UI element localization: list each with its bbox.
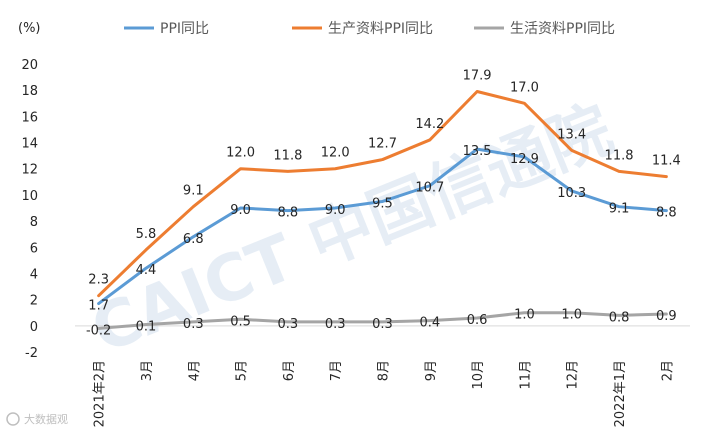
data-label: 8.8 bbox=[656, 206, 677, 221]
y-tick-label: 6 bbox=[30, 241, 38, 256]
x-tick-label: 12月 bbox=[566, 360, 581, 390]
watermark: CAICT 中国信通院 bbox=[82, 93, 623, 369]
data-label: 10.3 bbox=[557, 186, 586, 201]
data-label: 2.3 bbox=[88, 273, 109, 288]
data-label: 0.4 bbox=[419, 316, 440, 331]
data-label: 9.0 bbox=[325, 203, 346, 218]
y-unit-label: (%) bbox=[18, 21, 41, 36]
x-tick-label: 8月 bbox=[377, 360, 392, 381]
footer-text: 大数据观 bbox=[24, 412, 68, 426]
data-label: 0.9 bbox=[656, 309, 677, 324]
y-tick-label: 18 bbox=[21, 84, 38, 99]
y-tick-label: -2 bbox=[25, 346, 38, 361]
data-label: 12.0 bbox=[321, 146, 350, 161]
data-label: 17.0 bbox=[510, 80, 539, 95]
data-label: 0.8 bbox=[609, 310, 630, 325]
data-label: 13.5 bbox=[463, 144, 492, 159]
legend: PPI同比 生产资料PPI同比 生活资料PPI同比 bbox=[124, 21, 615, 37]
series-line-2 bbox=[97, 89, 668, 298]
data-label: 13.4 bbox=[557, 127, 586, 142]
data-label: 8.8 bbox=[278, 206, 299, 221]
data-label: 0.3 bbox=[278, 317, 299, 332]
data-label: 9.0 bbox=[230, 203, 251, 218]
legend-label: 生活资料PPI同比 bbox=[510, 21, 615, 37]
x-tick-label: 9月 bbox=[424, 360, 439, 381]
data-label: 9.5 bbox=[372, 196, 393, 211]
data-label: 11.8 bbox=[273, 148, 302, 163]
data-label: 14.2 bbox=[415, 117, 444, 132]
x-tick-label: 2021年2月 bbox=[93, 360, 108, 427]
data-label: 0.6 bbox=[467, 313, 488, 328]
y-tick-label: 4 bbox=[30, 267, 38, 282]
series-layer: 1.7 4.4 6.8 9.0 8.8 9.0 9.5 10.7 13.5 12.9 10.3 9.1… bbox=[86, 68, 681, 338]
data-label: 0.5 bbox=[230, 314, 251, 329]
data-label: 0.3 bbox=[372, 317, 393, 332]
data-label: 9.1 bbox=[183, 184, 204, 199]
x-tick-label: 4月 bbox=[187, 360, 202, 381]
x-tick-label: 10月 bbox=[471, 360, 486, 390]
data-label: 11.8 bbox=[605, 148, 634, 163]
y-tick-label: 0 bbox=[30, 320, 38, 335]
data-label: 0.3 bbox=[325, 317, 346, 332]
series-line-3 bbox=[97, 311, 668, 330]
footer: 大数据观 bbox=[6, 412, 68, 426]
x-axis: 2021年2月 3月 4月 5月 6月 7月 8月 9月 10月 11月 12月 2022年1月 2月 bbox=[75, 325, 690, 427]
data-label: 1.0 bbox=[514, 308, 535, 323]
y-tick-label: 8 bbox=[30, 215, 38, 230]
x-tick-label: 2月 bbox=[660, 360, 675, 381]
data-label: 12.0 bbox=[226, 146, 255, 161]
legend-label: 生产资料PPI同比 bbox=[328, 21, 433, 37]
data-label: 6.8 bbox=[183, 232, 204, 247]
footer-logo-icon bbox=[6, 412, 20, 426]
y-tick-label: 14 bbox=[21, 137, 38, 152]
x-tick-label: 11月 bbox=[518, 360, 533, 390]
data-label: 17.9 bbox=[463, 68, 492, 83]
data-label: 0.3 bbox=[183, 317, 204, 332]
y-tick-label: 16 bbox=[21, 110, 38, 125]
data-label: 12.7 bbox=[368, 137, 397, 152]
x-tick-label: 5月 bbox=[235, 360, 250, 381]
data-label: 5.8 bbox=[136, 227, 157, 242]
data-label: 0.1 bbox=[136, 320, 157, 335]
data-label: 10.7 bbox=[415, 181, 444, 196]
data-label: 4.4 bbox=[136, 263, 157, 278]
data-label: 1.7 bbox=[88, 299, 109, 314]
legend-label: PPI同比 bbox=[160, 21, 209, 37]
data-label: 1.0 bbox=[561, 308, 582, 323]
y-tick-label: 12 bbox=[21, 163, 38, 178]
x-tick-label: 7月 bbox=[329, 360, 344, 381]
watermark-text: CAICT 中国信通院 bbox=[82, 93, 623, 369]
series-line-1 bbox=[97, 147, 668, 306]
x-tick-label: 2022年1月 bbox=[613, 360, 628, 427]
data-label: 11.4 bbox=[652, 154, 681, 169]
y-tick-label: 10 bbox=[21, 189, 38, 204]
data-label: 12.9 bbox=[510, 152, 539, 167]
y-tick-label: 20 bbox=[21, 58, 38, 73]
data-label: -0.2 bbox=[86, 323, 111, 338]
y-axis: -2 0 2 4 6 8 10 12 14 16 18 20 bbox=[21, 58, 38, 361]
y-tick-label: 2 bbox=[30, 294, 38, 309]
x-tick-label: 3月 bbox=[140, 360, 155, 381]
x-tick-label: 6月 bbox=[282, 360, 297, 381]
data-label: 9.1 bbox=[609, 202, 630, 217]
